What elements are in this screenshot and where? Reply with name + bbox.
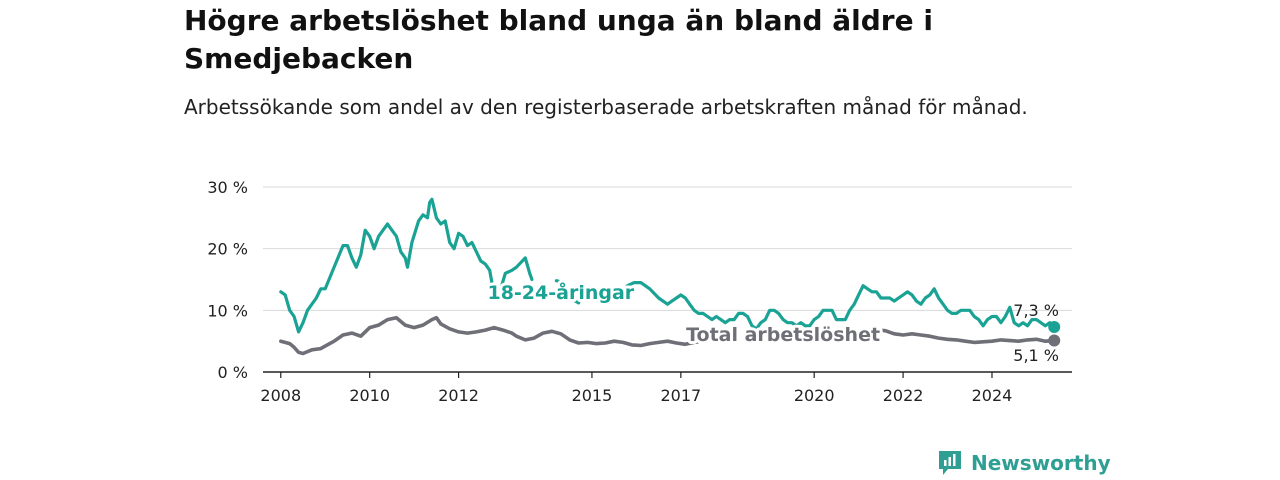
series-line-youth [279, 197, 494, 334]
brand-name: Newsworthy [971, 451, 1111, 475]
y-tick-label: 10 % [207, 301, 248, 320]
series-label-total: Total arbetslöshet [686, 324, 880, 346]
x-tick-label: 2010 [349, 386, 390, 405]
y-tick-label: 0 % [218, 363, 248, 382]
x-tick-label: 2024 [972, 386, 1013, 405]
series-label-halo: 18-24-åringar [487, 280, 634, 304]
x-tick-label: 2008 [260, 386, 301, 405]
x-tick-label: 2017 [660, 386, 701, 405]
x-tick-label: 2015 [572, 386, 613, 405]
x-tick-label: 2012 [438, 386, 479, 405]
y-tick-label: 20 % [207, 240, 248, 259]
chart-title: Högre arbetslöshet bland unga än bland ä… [184, 4, 933, 75]
series-line-youth [554, 279, 565, 285]
chart-subtitle: Arbetssökande som andel av den registerb… [184, 95, 1028, 119]
series-line-total [865, 328, 1056, 345]
y-tick-label: 30 % [207, 178, 248, 197]
series-line-youth [570, 297, 581, 305]
newsworthy-logo-icon [939, 451, 961, 475]
series-label-halo: Total arbetslöshet [686, 324, 880, 346]
series-end-point-youth [1048, 320, 1061, 333]
series-label-youth: 18-24-åringar [487, 280, 634, 304]
series-line-total [279, 315, 705, 356]
x-tick-label: 2022 [883, 386, 924, 405]
series-end-point-total [1048, 334, 1061, 347]
end-value-label-youth: 7,3 % [1013, 301, 1059, 320]
series-line-youth [599, 281, 1056, 331]
end-value-label-total: 5,1 % [1013, 346, 1059, 365]
x-tick-label: 2020 [794, 386, 835, 405]
newsworthy-logo[interactable]: Newsworthy [937, 448, 1111, 478]
series-line-youth [499, 256, 534, 291]
